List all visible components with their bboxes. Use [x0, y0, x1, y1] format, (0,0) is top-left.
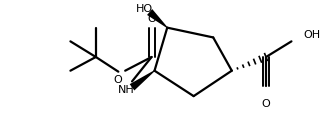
Text: NH: NH [118, 85, 135, 94]
Polygon shape [130, 71, 155, 91]
Text: O: O [147, 14, 156, 24]
Text: O: O [262, 98, 270, 108]
Text: OH: OH [303, 29, 320, 39]
Polygon shape [147, 10, 167, 29]
Text: O: O [113, 74, 122, 84]
Text: HO: HO [136, 4, 153, 14]
